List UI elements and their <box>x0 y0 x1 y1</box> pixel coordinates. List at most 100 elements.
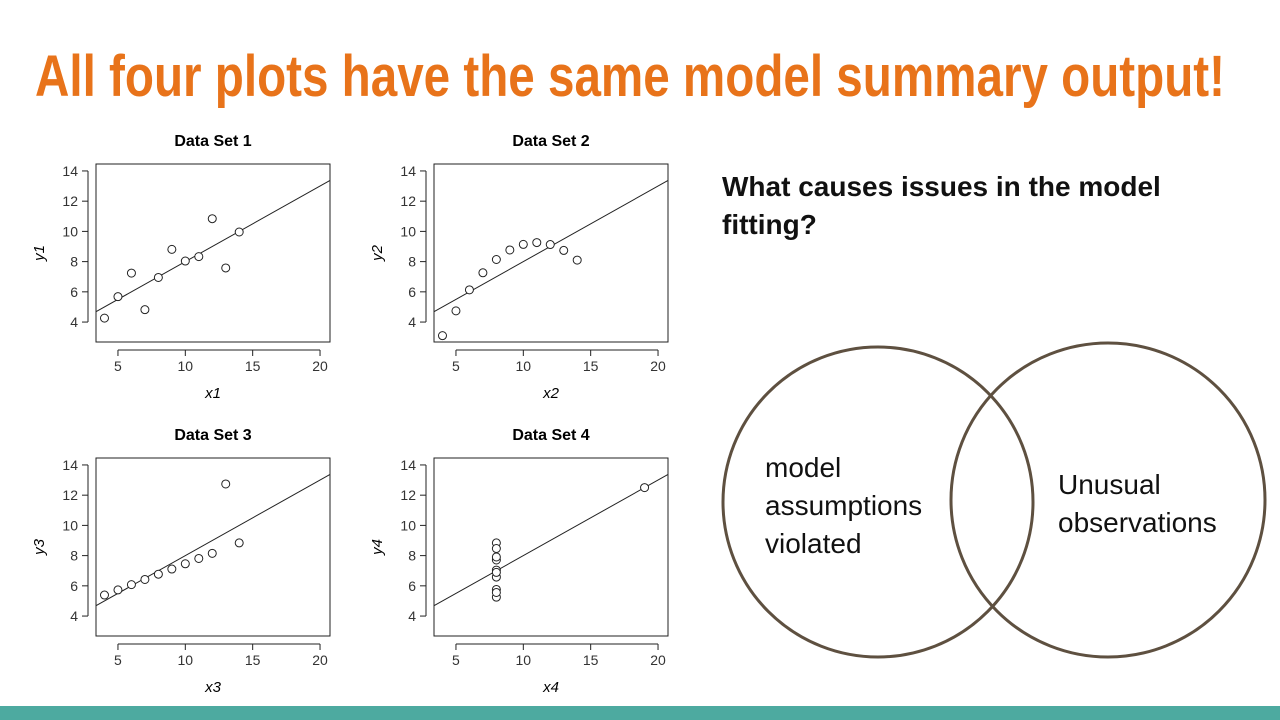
x-tick-label: 20 <box>650 358 666 374</box>
data-point <box>640 483 650 493</box>
y-axis-label: y4 <box>369 539 386 556</box>
y-axis-label: y1 <box>31 245 48 262</box>
venn-label: violated <box>765 528 862 559</box>
data-point <box>221 263 231 273</box>
y-tick-label: 6 <box>70 578 78 594</box>
x-tick-label: 20 <box>312 358 328 374</box>
y-tick-label: 8 <box>70 254 78 270</box>
y-tick-label: 14 <box>400 163 416 179</box>
y-tick-label: 10 <box>62 517 78 533</box>
data-point <box>167 564 177 574</box>
y-tick-label: 8 <box>408 548 416 564</box>
question: What causes issues in the model <box>722 171 1161 202</box>
data-point <box>532 238 542 248</box>
y-tick-label: 10 <box>400 223 416 239</box>
data-point <box>491 254 501 264</box>
data-point <box>437 331 447 341</box>
venn-circle <box>949 341 1267 659</box>
y-tick-label: 6 <box>70 284 78 300</box>
data-point <box>167 244 177 254</box>
data-point <box>478 268 488 278</box>
x-axis-label: x3 <box>204 679 222 696</box>
data-point <box>545 240 555 250</box>
y-axis-label: y3 <box>31 538 48 556</box>
y-tick-label: 4 <box>408 608 416 624</box>
slide-title: All four plots have the same model summa… <box>35 44 1225 109</box>
data-point <box>518 239 528 249</box>
data-point <box>194 252 204 262</box>
data-point <box>491 587 501 597</box>
x-tick-label: 5 <box>452 358 460 374</box>
x-tick-label: 5 <box>114 358 122 374</box>
footer-bar <box>0 706 1280 720</box>
chart-title: Data Set 4 <box>512 427 589 444</box>
data-point <box>572 255 582 265</box>
x-tick-label: 10 <box>516 652 532 668</box>
data-point <box>234 538 244 548</box>
data-point <box>464 285 474 295</box>
x-axis-label: x4 <box>542 679 559 696</box>
venn-label: observations <box>1058 507 1217 538</box>
data-point <box>99 313 109 323</box>
plot-frame <box>95 163 331 343</box>
data-point <box>140 574 150 584</box>
plot-frame <box>433 457 669 637</box>
y-tick-label: 14 <box>62 457 78 473</box>
chart-title: Data Set 3 <box>174 427 251 444</box>
data-point <box>180 256 190 266</box>
data-point <box>491 552 501 562</box>
data-point <box>113 585 123 595</box>
y-tick-label: 12 <box>400 487 416 503</box>
x-axis-label: x2 <box>542 385 560 402</box>
data-point <box>221 479 231 489</box>
plot-frame <box>433 163 669 343</box>
data-point <box>99 590 109 600</box>
data-point <box>234 227 244 237</box>
x-tick-label: 10 <box>178 652 194 668</box>
y-axis-label: y2 <box>369 244 386 262</box>
plot-frame <box>95 457 331 637</box>
data-point <box>207 548 217 558</box>
x-tick-label: 10 <box>178 358 194 374</box>
y-tick-label: 8 <box>70 548 78 564</box>
x-tick-label: 15 <box>245 652 261 668</box>
question: fitting? <box>722 209 817 240</box>
data-point <box>113 292 123 302</box>
y-tick-label: 10 <box>400 517 416 533</box>
y-tick-label: 10 <box>62 223 78 239</box>
y-tick-label: 14 <box>400 457 416 473</box>
data-point <box>207 214 217 224</box>
y-tick-label: 12 <box>62 193 78 209</box>
y-tick-label: 14 <box>62 163 78 179</box>
venn-label: model <box>765 452 841 483</box>
x-tick-label: 15 <box>245 358 261 374</box>
data-point <box>194 553 204 563</box>
data-point <box>180 559 190 569</box>
data-point <box>491 544 501 554</box>
x-tick-label: 20 <box>650 652 666 668</box>
y-tick-label: 6 <box>408 578 416 594</box>
data-point <box>153 272 163 282</box>
data-point <box>505 245 515 255</box>
x-tick-label: 15 <box>583 358 599 374</box>
venn-label: assumptions <box>765 490 922 521</box>
x-tick-label: 15 <box>583 652 599 668</box>
y-tick-label: 12 <box>400 193 416 209</box>
data-point <box>451 306 461 316</box>
x-tick-label: 5 <box>114 652 122 668</box>
x-tick-label: 20 <box>312 652 328 668</box>
chart-title: Data Set 1 <box>174 133 251 150</box>
data-point <box>491 567 501 577</box>
fit-line <box>433 474 669 607</box>
venn-circle <box>721 345 1035 659</box>
data-point <box>126 268 136 278</box>
data-point <box>140 305 150 315</box>
fit-line <box>95 180 331 313</box>
y-tick-label: 12 <box>62 487 78 503</box>
y-tick-label: 8 <box>408 254 416 270</box>
y-tick-label: 4 <box>70 608 78 624</box>
data-point <box>153 569 163 579</box>
y-tick-label: 6 <box>408 284 416 300</box>
